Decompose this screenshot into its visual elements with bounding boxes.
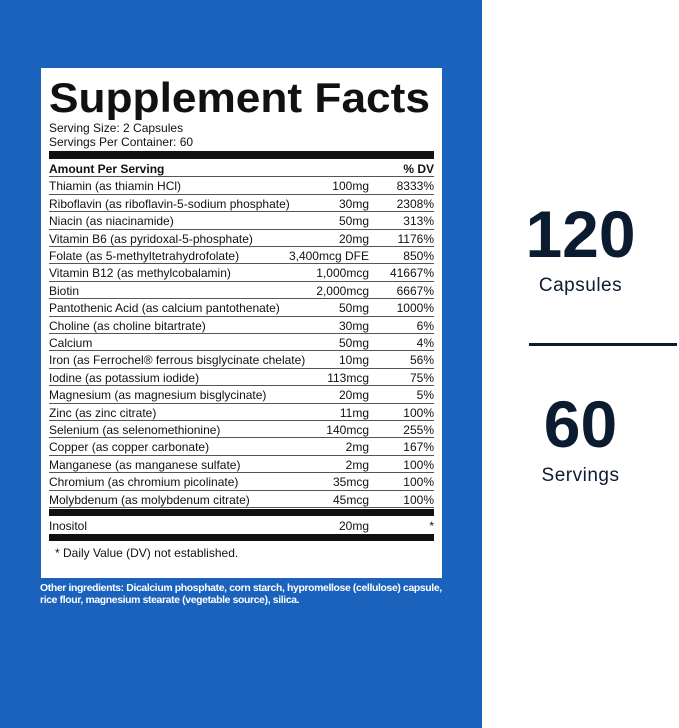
nutrient-row: Selenium (as selenomethionine) 140mcg 255% — [49, 421, 434, 439]
nutrient-row: Vitamin B12 (as methylcobalamin) 1,000mcg… — [49, 264, 434, 282]
nutrient-row: Iron (as Ferrochel® ferrous bisglycinate… — [49, 351, 434, 369]
nutrient-dv: 5% — [416, 388, 434, 403]
nutrient-dv: 6% — [416, 318, 434, 333]
nutrient-name: Inositol — [49, 519, 88, 533]
nutrient-amount: 3,400mcg DFE — [288, 249, 369, 263]
nutrient-row: Riboflavin (as riboflavin-5-sodium phosp… — [49, 195, 434, 213]
nutrient-amount: 35mcg — [332, 475, 369, 490]
nutrient-dv: 2308% — [396, 196, 434, 211]
nutrient-name: Chromium (as chromium picolinate) — [49, 475, 239, 490]
nutrient-row: Niacin (as niacinamide) 50mg 313% — [49, 212, 434, 230]
supplement-label: Supplement Facts Serving Size: 2 Capsule… — [41, 68, 442, 578]
nutrient-name: Iron (as Ferrochel® ferrous bisglycinate… — [49, 353, 306, 368]
nutrient-amount: 20mg — [338, 519, 369, 533]
stat-number: 60 — [543, 387, 618, 461]
nutrient-dv: 313% — [403, 214, 434, 229]
nutrient-dv: 100% — [403, 475, 434, 490]
footnote: * Daily Value (DV) not established. — [55, 546, 239, 561]
nutrient-dv: 100% — [403, 492, 434, 507]
nutrient-dv: 167% — [403, 440, 434, 455]
nutrient-name: Pantothenic Acid (as calcium pantothenat… — [49, 301, 280, 316]
nutrient-amount: 20mg — [338, 231, 369, 246]
nutrient-amount: 30mg — [338, 196, 369, 211]
nutrient-row: Magnesium (as magnesium bisglycinate) 20m… — [49, 386, 434, 404]
nutrient-name: Riboflavin (as riboflavin-5-sodium phosp… — [49, 196, 290, 211]
nutrient-row: Pantothenic Acid (as calcium pantothenat… — [49, 299, 434, 317]
thick-rule — [49, 534, 434, 542]
serving-size: Serving Size: 2 Capsules — [49, 121, 184, 135]
nutrient-row: Thiamin (as thiamin HCl) 100mg 8333% — [49, 177, 434, 195]
nutrient-dv: 6667% — [396, 283, 434, 298]
nutrient-amount: 2mg — [345, 440, 369, 455]
nutrient-name: Vitamin B6 (as pyridoxal-5-phosphate) — [49, 231, 253, 246]
nutrient-amount: 1,000mcg — [316, 266, 369, 281]
nutrient-amount: 100mg — [332, 179, 369, 194]
thick-rule — [49, 151, 434, 159]
nutrient-dv: 4% — [416, 336, 434, 350]
nutrient-row: Iodine (as potassium iodide) 113mcg 75% — [49, 369, 434, 387]
nutrient-row: Chromium (as chromium picolinate) 35mcg 10… — [49, 473, 434, 491]
nutrient-row: Copper (as copper carbonate) 2mg 167% — [49, 438, 434, 456]
nutrient-amount: 50mg — [338, 301, 369, 316]
nutrient-amount: 45mcg — [332, 492, 369, 507]
nutrient-dv: 850% — [403, 249, 434, 263]
nutrient-dv: 1000% — [396, 301, 434, 316]
nutrient-dv: 75% — [409, 370, 434, 385]
nutrient-row: Inositol 20mg * — [49, 517, 434, 534]
nutrient-name: Biotin — [49, 283, 80, 298]
nutrient-name: Zinc (as zinc citrate) — [49, 405, 157, 420]
header-dv: % DV — [403, 162, 434, 176]
nutrient-row: Choline (as choline bitartrate) 30mg 6% — [49, 317, 434, 334]
nutrient-name: Calcium — [49, 336, 93, 350]
nutrient-dv: 56% — [409, 353, 434, 368]
nutrient-name: Niacin (as niacinamide) — [49, 214, 174, 229]
nutrient-row: Molybdenum (as molybdenum citrate) 45mcg 1… — [49, 491, 434, 508]
nutrient-name: Copper (as copper carbonate) — [49, 440, 210, 455]
nutrient-amount: 2,000mcg — [316, 283, 369, 298]
nutrient-name: Selenium (as selenomethionine) — [49, 423, 221, 437]
nutrient-name: Choline (as choline bitartrate) — [49, 318, 206, 333]
nutrient-row: Folate (as 5-methyltetrahydrofolate) 3,40… — [49, 247, 434, 265]
nutrient-row: Zinc (as zinc citrate) 11mg 100% — [49, 404, 434, 421]
thick-rule — [49, 509, 434, 516]
nutrient-dv: 255% — [403, 423, 434, 437]
title-box: Supplement Facts — [49, 74, 430, 120]
nutrient-dv: * — [429, 519, 434, 533]
nutrient-dv: 8333% — [396, 179, 434, 194]
other-ingredients: Other ingredients: Dicalcium phosphate, … — [40, 583, 442, 606]
nutrient-amount: 113mcg — [327, 370, 369, 385]
nutrient-row: Calcium 50mg 4% — [49, 334, 434, 352]
nutrient-dv: 100% — [403, 457, 434, 472]
nutrient-row: Biotin 2,000mcg 6667% — [49, 282, 434, 300]
nutrient-name: Manganese (as manganese sulfate) — [49, 457, 241, 472]
servings-per-container: Servings Per Container: 60 — [49, 135, 194, 149]
nutrient-amount: 140mcg — [326, 423, 369, 437]
header-amount: Amount Per Serving — [49, 162, 165, 176]
nutrient-amount: 10mg — [338, 353, 369, 368]
nutrient-dv: 41667% — [389, 266, 434, 281]
stat-unit: Servings — [541, 465, 620, 486]
nutrient-amount: 11mg — [339, 405, 369, 420]
nutrient-name: Iodine (as potassium iodide) — [49, 370, 200, 385]
nutrient-dv: 1176% — [397, 231, 434, 246]
nutrient-name: Magnesium (as magnesium bisglycinate) — [49, 388, 267, 403]
nutrient-amount: 50mg — [338, 336, 369, 350]
nutrient-amount: 50mg — [338, 214, 369, 229]
nutrient-row: Manganese (as manganese sulfate) 2mg 100% — [49, 456, 434, 474]
nutrient-name: Molybdenum (as molybdenum citrate) — [49, 492, 250, 507]
nutrient-name: Folate (as 5-methyltetrahydrofolate) — [49, 249, 240, 263]
stat-number: 120 — [525, 197, 636, 271]
nutrient-amount: 30mg — [338, 318, 369, 333]
divider — [529, 343, 677, 346]
stat-unit: Capsules — [538, 275, 623, 296]
label-title: Supplement Facts — [49, 74, 430, 120]
nutrient-name: Vitamin B12 (as methylcobalamin) — [49, 266, 231, 281]
nutrient-name: Thiamin (as thiamin HCl) — [49, 179, 182, 194]
nutrient-row: Vitamin B6 (as pyridoxal-5-phosphate) 20m… — [49, 230, 434, 247]
header-row: Amount Per Serving % DV — [49, 160, 434, 178]
nutrient-amount: 2mg — [345, 457, 369, 472]
nutrient-dv: 100% — [403, 405, 434, 420]
nutrient-amount: 20mg — [338, 388, 369, 403]
